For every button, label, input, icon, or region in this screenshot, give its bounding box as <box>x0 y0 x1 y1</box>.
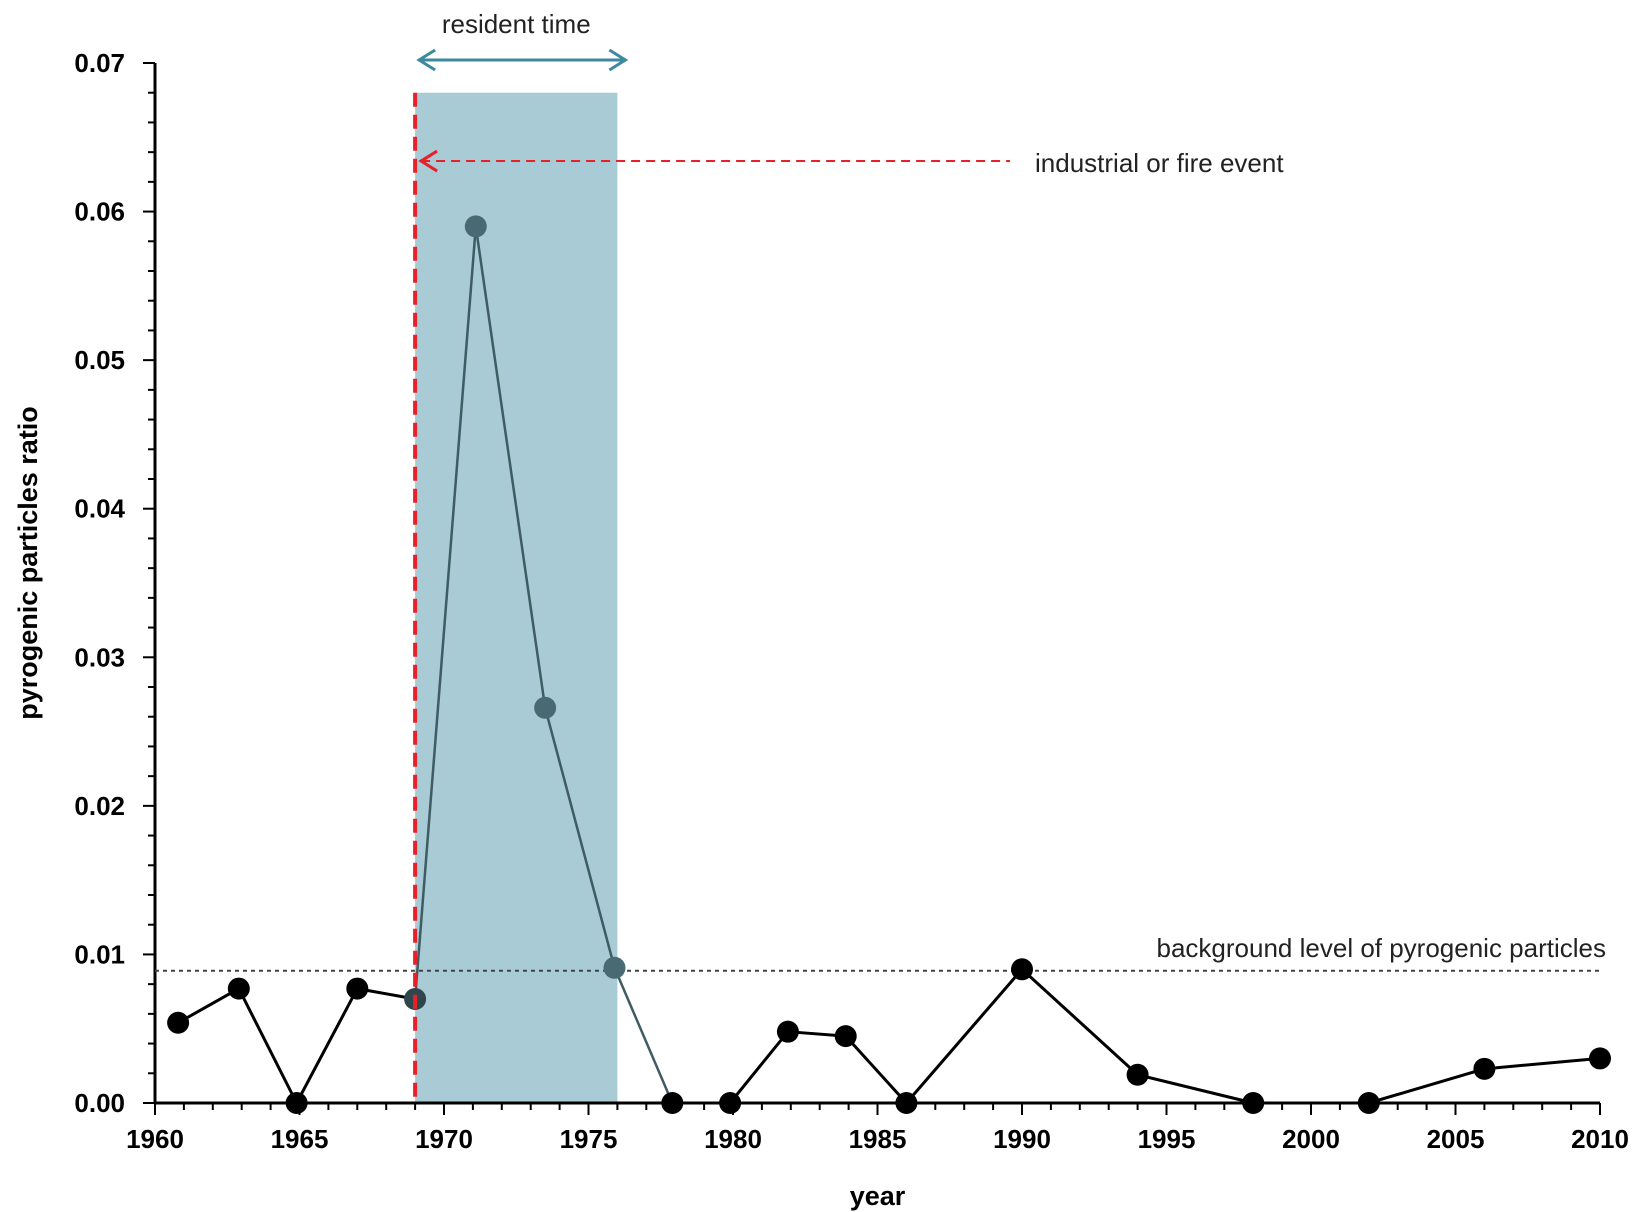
series-segment <box>1137 1073 1254 1105</box>
data-point <box>661 1092 684 1114</box>
event-label: industrial or fire event <box>1035 148 1284 178</box>
x-tick-label: 2005 <box>1427 1124 1485 1154</box>
x-tick-label: 1985 <box>849 1124 907 1154</box>
data-point <box>1242 1092 1265 1114</box>
x-tick-label: 1995 <box>1138 1124 1196 1154</box>
x-tick-label: 1990 <box>993 1124 1051 1154</box>
y-tick-label: 0.01 <box>74 939 125 969</box>
series-segment <box>1368 1067 1485 1105</box>
series-segment <box>1484 1056 1601 1071</box>
data-point <box>776 1020 799 1043</box>
data-point <box>1011 958 1033 981</box>
data-point <box>285 1092 308 1114</box>
background-level-label: background level of pyrogenic particles <box>1157 933 1606 963</box>
data-point <box>227 977 250 1000</box>
y-tick-label: 0.04 <box>74 494 125 524</box>
data-point <box>895 1092 918 1114</box>
x-tick-label: 1975 <box>560 1124 618 1154</box>
y-tick-label: 0.05 <box>74 345 125 375</box>
y-axis-title: pyrogenic particles ratio <box>13 406 43 720</box>
resident-time-arrow-left <box>416 48 436 72</box>
data-point <box>464 215 487 238</box>
y-tick-label: 0.07 <box>74 48 125 78</box>
resident-time-arrow-right <box>608 48 629 72</box>
data-point <box>834 1025 857 1048</box>
series-segment <box>237 987 298 1104</box>
x-tick-label: 1970 <box>415 1124 473 1154</box>
event-arrow-head <box>418 149 438 173</box>
series-segment <box>844 1035 908 1105</box>
series-segment <box>474 226 547 708</box>
data-point <box>1473 1057 1496 1080</box>
series-segment <box>295 987 359 1104</box>
x-tick-label: 1965 <box>271 1124 329 1154</box>
data-point <box>167 1011 190 1034</box>
x-axis-title: year <box>850 1181 906 1211</box>
series-segment <box>905 968 1024 1104</box>
series-segment <box>543 707 616 969</box>
series-segment <box>413 226 478 1000</box>
x-tick-label: 1960 <box>126 1124 184 1154</box>
series-segment <box>613 967 674 1104</box>
x-tick-label: 2010 <box>1571 1124 1629 1154</box>
data-point <box>1589 1047 1611 1070</box>
series-segment <box>177 987 240 1025</box>
resident-time-label: resident time <box>442 9 591 39</box>
data-point <box>1357 1092 1380 1114</box>
x-tick-label: 2000 <box>1282 1124 1340 1154</box>
y-tick-label: 0.00 <box>74 1088 125 1118</box>
data-point <box>534 696 557 719</box>
y-tick-label: 0.03 <box>74 642 125 672</box>
series-segment <box>1020 968 1139 1076</box>
data-point <box>346 977 369 1000</box>
data-point <box>603 956 626 979</box>
data-point <box>719 1092 742 1114</box>
y-tick-label: 0.02 <box>74 791 125 821</box>
series-segment <box>728 1030 790 1104</box>
x-tick-label: 1980 <box>704 1124 762 1154</box>
data-point <box>1126 1063 1149 1086</box>
resident-time-region <box>415 92 618 1103</box>
y-tick-label: 0.06 <box>74 197 125 227</box>
